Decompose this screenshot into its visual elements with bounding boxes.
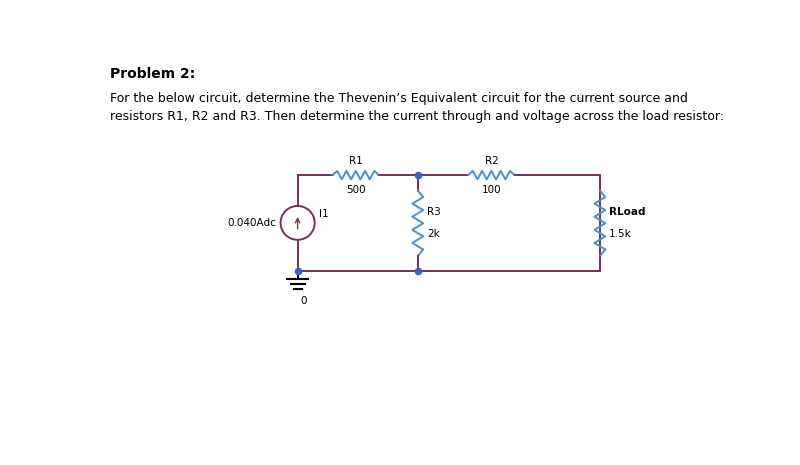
Text: 100: 100 [482, 185, 501, 195]
Text: I1: I1 [318, 209, 328, 219]
Text: 1.5k: 1.5k [609, 229, 632, 239]
Text: 0.040Adc: 0.040Adc [228, 218, 277, 228]
Text: RLoad: RLoad [609, 207, 646, 217]
Text: R2: R2 [485, 156, 498, 166]
Text: R1: R1 [349, 156, 362, 166]
Text: 2k: 2k [427, 229, 440, 239]
Text: 0: 0 [300, 296, 306, 306]
Text: 500: 500 [346, 185, 366, 195]
Text: Problem 2:: Problem 2: [110, 67, 195, 81]
Text: R3: R3 [427, 207, 441, 217]
Text: For the below circuit, determine the Thevenin’s Equivalent circuit for the curre: For the below circuit, determine the The… [110, 92, 724, 124]
